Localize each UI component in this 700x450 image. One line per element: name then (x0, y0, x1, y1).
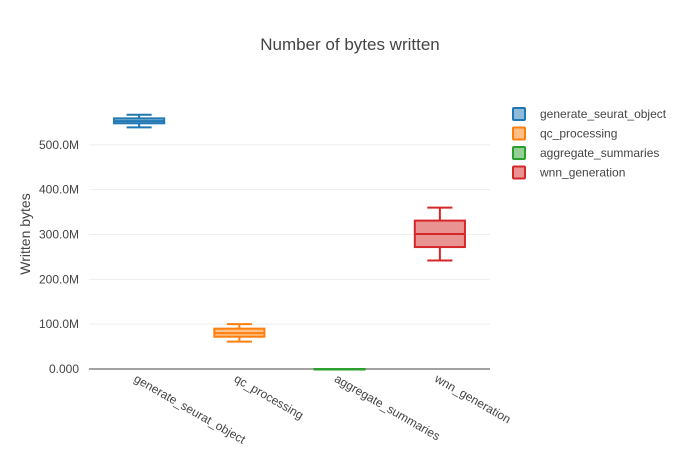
legend-item-wnn-generation[interactable]: wnn_generation (512, 165, 625, 180)
legend-item-qc-processing[interactable]: qc_processing (512, 126, 617, 141)
box-generate-seurat-object (113, 113, 166, 129)
x-tick-label: generate_seurat_object (132, 371, 249, 447)
legend-swatch (512, 126, 526, 141)
legend: generate_seurat_object qc_processingaggre… (512, 107, 667, 180)
y-axis-label: Written bytes (17, 193, 33, 274)
box-qc-processing (213, 323, 266, 343)
chart-title: Number of bytes written (260, 35, 440, 54)
y-tick-label: 500.0M (39, 138, 79, 152)
x-tick-label: qc_processing (232, 371, 306, 422)
boxes (113, 113, 466, 371)
y-tick-label: 200.0M (39, 272, 79, 286)
x-tick-label: wnn_generation (432, 371, 514, 426)
legend-label: wnn_generation (539, 166, 625, 180)
legend-swatch (512, 165, 526, 180)
legend-item-generate-seurat-object[interactable]: generate_seurat_object (512, 107, 667, 121)
box-aggregate-summaries (313, 368, 366, 371)
y-tick-label: 400.0M (39, 183, 79, 197)
legend-label: aggregate_summaries (540, 146, 659, 160)
y-tick-labels: 0.000 100.0M 200.0M 300.0M 400.0M 500.0M (39, 138, 79, 376)
legend-swatch (512, 107, 526, 121)
legend-item-aggregate-summaries[interactable]: aggregate_summaries (512, 146, 659, 160)
x-tick-label: aggregate_summaries (332, 371, 442, 443)
y-tick-label: 0.000 (49, 362, 79, 376)
legend-swatch (512, 146, 526, 160)
y-tick-label: 300.0M (39, 228, 79, 242)
legend-label: qc_processing (540, 127, 617, 141)
grid-lines (89, 144, 490, 370)
legend-label: generate_seurat_object (540, 107, 667, 121)
box-wnn-generation (413, 206, 466, 262)
y-tick-label: 100.0M (39, 317, 79, 331)
